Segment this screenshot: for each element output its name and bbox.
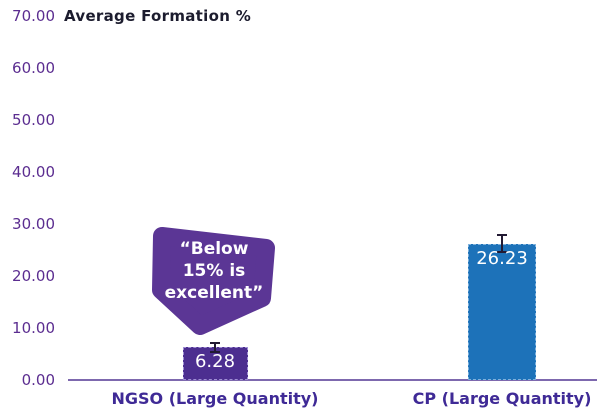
chart-title: Average Formation % [64,7,252,25]
y-tick-label: 70.00 [12,7,55,25]
y-tick-label: 30.00 [12,215,55,233]
x-axis-line [68,379,597,381]
error-bar-cap [210,342,220,345]
bar-value-label: 26.23 [476,247,528,269]
callout-text-line: 15% is [182,261,246,281]
bar-ngso [182,347,248,380]
error-bar-line [501,235,503,252]
callout-badge-shape [152,227,275,335]
category-label-cp: CP (Large Quantity) [412,389,592,408]
bar-cp [468,243,536,380]
y-tick-label: 10.00 [12,319,55,337]
callout-text: “Below 15% is excellent” [148,238,280,304]
y-tick-label: 50.00 [12,111,55,129]
error-bar-cap [210,350,220,353]
category-label-ngso: NGSO (Large Quantity) [111,389,319,408]
y-tick-label: 40.00 [12,163,55,181]
y-tick-label: 20.00 [12,267,55,285]
callout-text-line: excellent” [164,283,264,303]
error-bar-cap [497,234,507,237]
bar-value-label: 6.28 [194,351,236,373]
error-bar-cap [497,250,507,253]
callout-text-line: “Below [179,239,249,259]
y-tick-label: 0.00 [21,371,55,389]
error-bar-line [214,343,216,352]
y-tick-label: 60.00 [12,59,55,77]
callout-badge: “Below 15% is excellent” [144,216,288,338]
